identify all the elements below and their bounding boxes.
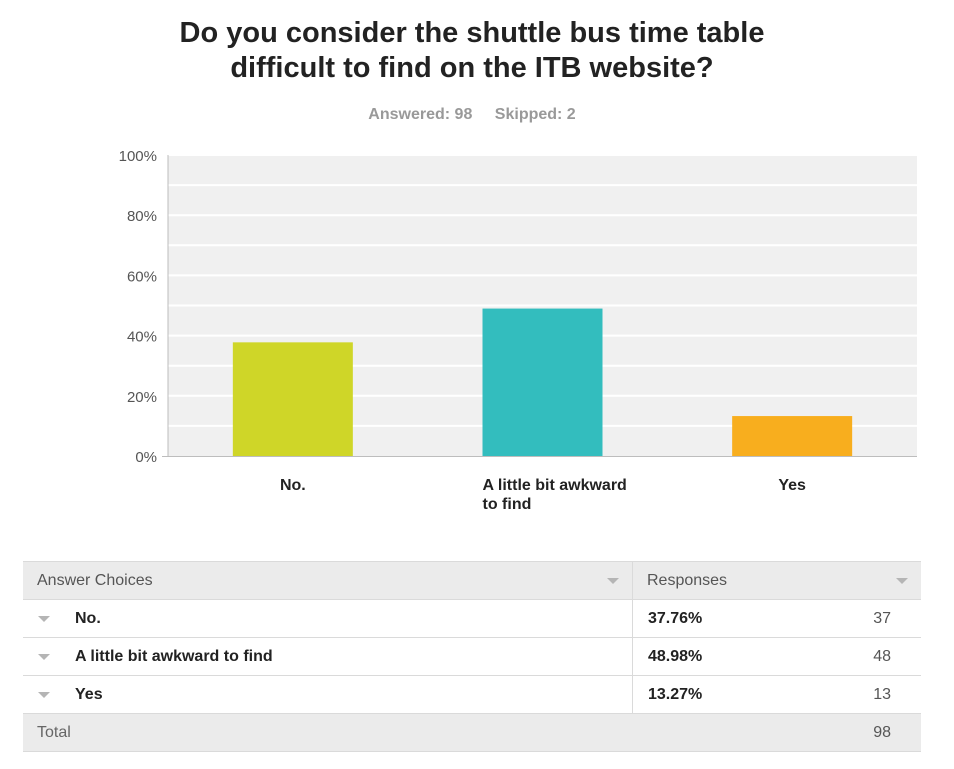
skipped-count: Skipped: 2	[494, 106, 576, 123]
bar-0	[232, 342, 353, 456]
expand-caret-icon[interactable]	[38, 654, 50, 660]
responses-header[interactable]: Responses	[632, 561, 921, 600]
expand-caret-icon[interactable]	[38, 692, 50, 698]
table-row: Yes 13.27% 13	[23, 675, 921, 714]
responses-label: Responses	[647, 572, 728, 589]
title-line-1: Do you consider the shuttle bus time tab…	[179, 17, 765, 49]
response-count: 37	[873, 610, 891, 627]
response-percent: 48.98%	[648, 648, 703, 665]
choice-cell: No.	[23, 599, 633, 638]
y-tick-label: 80%	[127, 208, 157, 225]
bar-chart: 0% 20% 40% 60% 80% 100% No. A little bit awkwar…	[119, 148, 917, 513]
y-tick-label: 40%	[127, 329, 157, 346]
answer-choices-label: Answer Choices	[37, 572, 153, 589]
chart-title: Do you consider the shuttle bus time tab…	[0, 16, 944, 86]
choice-cell: A little bit awkward to find	[23, 637, 633, 676]
sort-caret-icon[interactable]	[607, 578, 619, 584]
answered-count: Answered: 98	[368, 106, 473, 123]
response-cell: 13.27% 13	[632, 675, 921, 714]
total-count-cell: 98	[632, 713, 921, 752]
response-cell: 37.76% 37	[632, 599, 921, 638]
sort-caret-icon[interactable]	[896, 578, 908, 584]
choice-label: A little bit awkward to find	[75, 648, 273, 665]
table-row: No. 37.76% 37	[23, 599, 921, 638]
table-row: A little bit awkward to find 48.98% 48	[23, 637, 921, 676]
y-tick-label: 20%	[127, 389, 157, 406]
choice-cell: Yes	[23, 675, 633, 714]
response-cell: 48.98% 48	[632, 637, 921, 676]
answer-choices-header[interactable]: Answer Choices	[23, 561, 633, 600]
choice-label: No.	[75, 610, 101, 627]
expand-caret-icon[interactable]	[38, 616, 50, 622]
response-percent: 13.27%	[648, 686, 703, 703]
x-tick-label: A little bit awkward	[483, 477, 627, 494]
total-count: 98	[873, 724, 891, 741]
x-tick-label: Yes	[778, 477, 806, 494]
response-count: 48	[873, 648, 891, 665]
total-label-cell: Total	[23, 713, 633, 752]
y-tick-label: 60%	[127, 268, 157, 285]
total-row: Total 98	[23, 713, 921, 752]
total-label: Total	[37, 724, 71, 741]
table-header-row: Answer Choices Responses	[23, 561, 921, 600]
bar-2	[732, 416, 853, 456]
response-table: Answer Choices Responses No. 37.76% 37	[23, 561, 921, 752]
response-percent: 37.76%	[648, 610, 703, 627]
choice-label: Yes	[75, 686, 103, 703]
title-line-2: difficult to find on the ITB website?	[230, 52, 714, 84]
x-tick-label: to find	[483, 496, 532, 513]
y-tick-label: 100%	[119, 148, 157, 165]
bar-1	[482, 308, 603, 456]
x-tick-label: No.	[280, 477, 306, 494]
y-tick-label: 0%	[135, 449, 157, 466]
response-count: 13	[873, 686, 891, 703]
response-stats: Answered: 98 Skipped: 2	[0, 106, 944, 124]
